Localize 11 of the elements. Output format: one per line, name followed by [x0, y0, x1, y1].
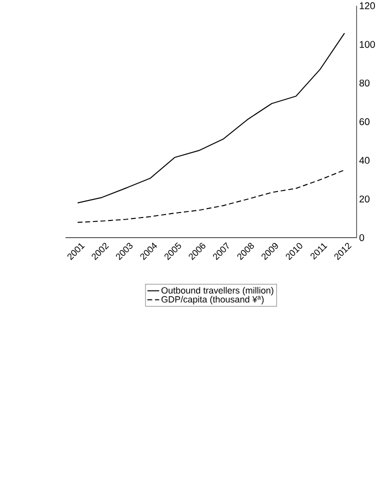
y-tick-label: 100: [360, 40, 376, 48]
y-tick-label: 120: [360, 2, 376, 10]
legend-label: GDP/capita (thousand ¥$^{a}$): [162, 296, 264, 304]
y-tick-label: 80: [360, 80, 370, 86]
y-tick-label: 40: [360, 156, 370, 164]
y-tick-label: 0: [360, 234, 364, 242]
line-series: [77, 170, 346, 223]
y-tick-label: 20: [360, 196, 370, 202]
line-series: [77, 32, 346, 204]
y-tick-label: 60: [360, 118, 370, 126]
legend-label: Outbound travellers (million): [162, 286, 274, 296]
